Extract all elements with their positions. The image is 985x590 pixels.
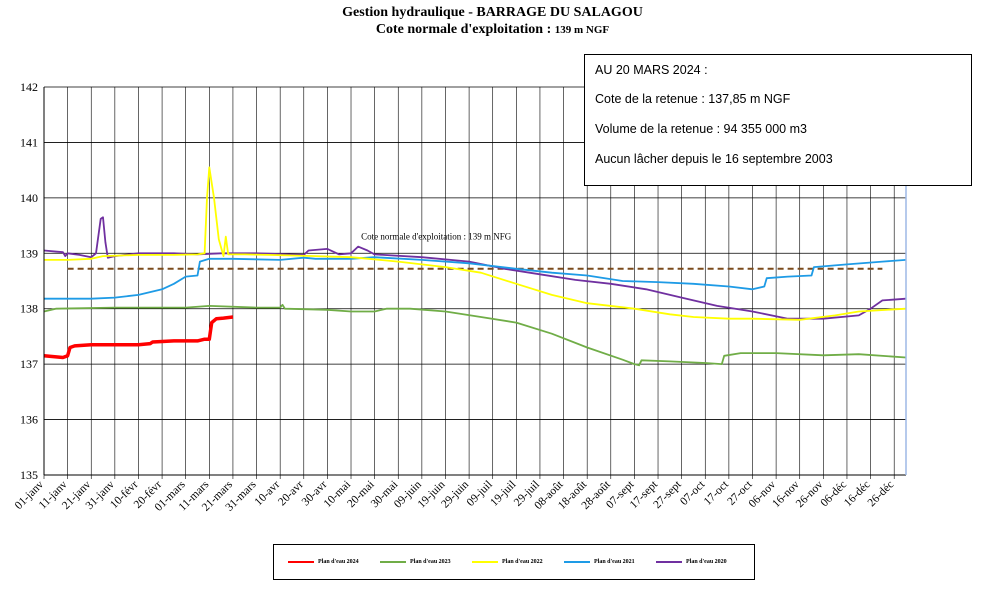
legend-item: Plan d'eau 2020 (656, 558, 727, 566)
y-tick-label: 135 (20, 468, 38, 482)
y-tick-label: 142 (20, 80, 38, 94)
x-tick-label: 17-oct (702, 478, 732, 508)
series-group (43, 166, 907, 367)
legend-item: Plan d'eau 2024 (288, 558, 359, 566)
series-line-3 (44, 256, 907, 300)
info-release: Aucun lâcher depuis le 16 septembre 2003 (595, 152, 833, 166)
x-tick-label: 26-déc (866, 479, 897, 510)
info-date: AU 20 MARS 2024 : (595, 63, 708, 77)
chart-title-block: Gestion hydraulique - BARRAGE DU SALAGOU… (0, 4, 985, 39)
legend-swatch (380, 561, 406, 563)
legend-item: Plan d'eau 2021 (564, 558, 635, 566)
y-tick-label: 140 (20, 191, 38, 205)
legend-label: Plan d'eau 2021 (594, 559, 635, 565)
info-box: AU 20 MARS 2024 : Cote de la retenue : 1… (584, 54, 972, 186)
chart-subtitle: Cote normale d'exploitation : 139 m NGF (0, 21, 985, 39)
series-line-0 (43, 315, 234, 360)
reference-line-label: Cote normale d'exploitation : 139 m NFG (361, 231, 512, 241)
x-tick-label: 16-déc (842, 479, 873, 510)
x-tick-label: 20-avr (276, 479, 306, 509)
subtitle-prefix: Cote normale d'exploitation : (375, 22, 555, 37)
x-tick-label: 09-juil (465, 479, 495, 509)
x-tick-label: 27-sept (651, 478, 684, 511)
y-tick-label: 137 (20, 357, 38, 371)
y-tick-label: 136 (20, 413, 38, 427)
legend-label: Plan d'eau 2023 (410, 559, 451, 565)
x-tick-label: 29-juin (439, 478, 471, 510)
legend-item: Plan d'eau 2023 (380, 558, 451, 566)
series-line-4 (43, 216, 907, 320)
info-volume: Volume de la retenue : 94 355 000 m3 (595, 122, 807, 136)
legend-swatch (472, 561, 498, 563)
x-tick-label: 06-déc (818, 479, 849, 510)
x-tick-label: 10-avr (253, 479, 283, 509)
chart-title: Gestion hydraulique - BARRAGE DU SALAGOU (342, 5, 643, 20)
legend-label: Plan d'eau 2020 (686, 559, 727, 565)
legend-label: Plan d'eau 2022 (502, 559, 543, 565)
legend-swatch (564, 561, 590, 563)
legend-swatch (288, 561, 314, 563)
legend-label: Plan d'eau 2024 (318, 559, 359, 565)
series-line-1 (43, 303, 907, 367)
subtitle-value: 139 m NGF (554, 24, 610, 36)
legend-item: Plan d'eau 2022 (472, 558, 543, 566)
x-tick-label: 19-juil (488, 479, 518, 509)
legend-swatch (656, 561, 682, 563)
x-tick-label: 26-nov (794, 478, 826, 510)
info-level: Cote de la retenue : 137,85 m NGF (595, 92, 791, 106)
reference-line-group: Cote normale d'exploitation : 139 m NFG (67, 231, 883, 270)
y-tick-label: 141 (20, 135, 38, 149)
legend: Plan d'eau 2024 Plan d'eau 2023 Plan d'eau… (273, 544, 755, 580)
series-line-2 (44, 166, 907, 321)
x-tick-label: 07-oct (678, 478, 708, 508)
chart-grid (43, 86, 906, 479)
y-tick-label: 138 (20, 302, 38, 316)
y-tick-label: 139 (20, 246, 38, 260)
